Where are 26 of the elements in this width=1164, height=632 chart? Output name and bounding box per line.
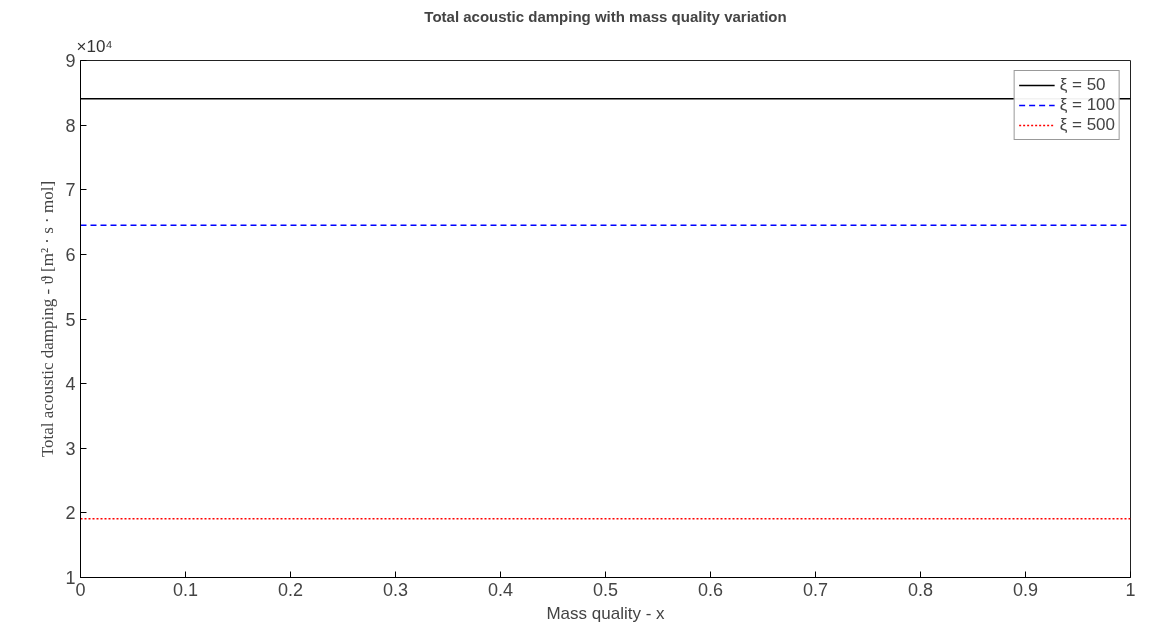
legend-label: ξ = 100 xyxy=(1059,95,1115,115)
x-tick-label: 0.9 xyxy=(1012,579,1039,600)
x-tick-label: 0.8 xyxy=(907,579,934,600)
y-axis-title: Total acoustic damping - ϑ [m² · s · mol] xyxy=(38,180,58,458)
x-axis-title: Mass quality - x xyxy=(546,603,666,623)
y-tick-label: 7 xyxy=(65,180,76,201)
x-tick-label: 1 xyxy=(1125,579,1136,600)
legend-label: ξ = 500 xyxy=(1059,115,1115,135)
x-tick-label: 0.6 xyxy=(697,579,724,600)
y-tick-label: 9 xyxy=(65,51,76,71)
y-tick-label: 4 xyxy=(65,374,76,395)
y-tick-label: 2 xyxy=(65,503,76,524)
x-tick-label: 0.4 xyxy=(487,579,514,600)
chart-title: Total acoustic damping with mass quality variation xyxy=(424,7,787,25)
y-tick-label: 3 xyxy=(65,438,76,459)
y-tick-label: 8 xyxy=(65,115,76,136)
y-tick-label: 5 xyxy=(65,309,76,330)
x-tick-label: 0.1 xyxy=(172,579,199,600)
x-tick-label: 0.3 xyxy=(382,579,409,600)
text: ×10⁴ xyxy=(76,36,113,56)
y-tick-label: 6 xyxy=(65,244,76,265)
legend-label: ξ = 50 xyxy=(1059,75,1106,95)
x-tick-label: 0.5 xyxy=(592,579,619,600)
x-tick-label: 0.2 xyxy=(277,579,304,600)
x-tick-label: 0.7 xyxy=(802,579,829,600)
x-tick-label: 0 xyxy=(75,579,86,600)
